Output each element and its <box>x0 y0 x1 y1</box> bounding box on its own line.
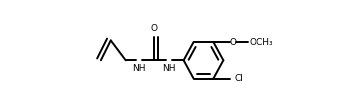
Text: NH: NH <box>132 64 146 73</box>
Text: O: O <box>230 38 237 47</box>
Text: Cl: Cl <box>234 74 243 83</box>
Text: NH: NH <box>162 64 176 73</box>
Text: O: O <box>150 24 157 33</box>
Text: OCH₃: OCH₃ <box>249 38 273 47</box>
